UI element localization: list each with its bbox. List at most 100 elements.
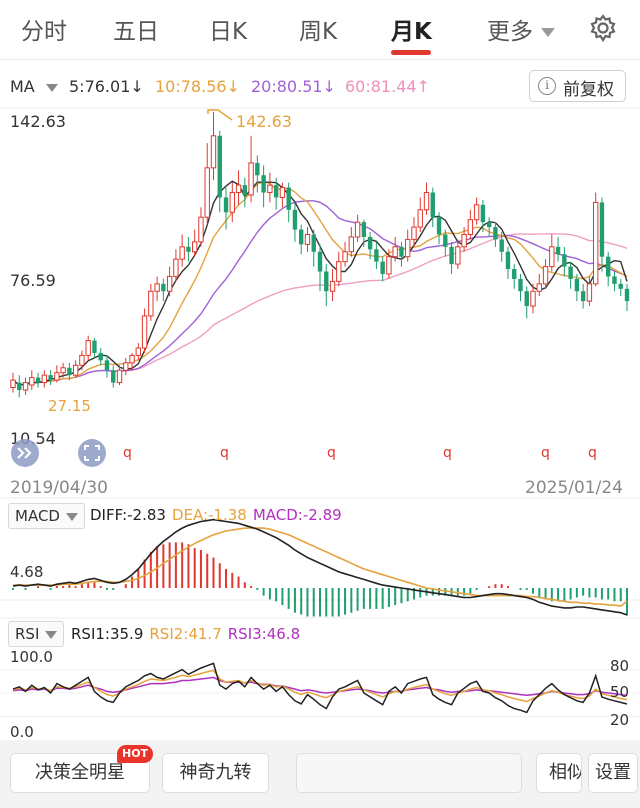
fullscreen-icon xyxy=(84,445,100,461)
candle-body xyxy=(542,266,549,285)
candle-body xyxy=(17,382,22,390)
candle-body xyxy=(186,246,191,252)
rsi2-line xyxy=(12,669,628,703)
rsi3-value: RSI3:46.8 xyxy=(227,625,301,643)
candle-body xyxy=(612,276,617,284)
settings-button[interactable]: 设置 xyxy=(588,753,638,793)
candle-body xyxy=(79,354,85,366)
candle-body xyxy=(430,192,435,218)
candle-body xyxy=(204,167,210,218)
candle-body xyxy=(417,209,423,228)
candle-body xyxy=(48,375,53,381)
ma-indicator-label[interactable]: MA xyxy=(10,77,35,96)
chevron-down-icon xyxy=(45,630,58,639)
candle-body xyxy=(443,234,448,247)
candle-body xyxy=(267,184,273,194)
candle-body xyxy=(461,233,467,248)
candle-body xyxy=(22,382,29,391)
macd-values: DIFF:-2.83 DEA:-1.38 MACD:-2.89 xyxy=(90,506,348,524)
low-annotation: 27.15 xyxy=(48,397,91,415)
info-icon: i xyxy=(538,77,556,95)
candle-body xyxy=(574,278,580,292)
candle-body xyxy=(179,246,185,260)
rsi-indicator-label: RSI xyxy=(15,625,40,643)
rsi-indicator-selector[interactable]: RSI xyxy=(8,621,65,647)
tab-daily-k[interactable]: 日K xyxy=(209,19,248,45)
expand-left-button[interactable] xyxy=(11,439,39,467)
candle-body xyxy=(592,201,599,285)
candle-body xyxy=(229,192,235,213)
ma20-value: 20:80.51↓ xyxy=(251,77,336,96)
q-marker[interactable]: q xyxy=(443,445,452,461)
q-marker[interactable]: q xyxy=(123,445,132,461)
similar-k-button[interactable]: 相似K线 xyxy=(536,753,582,793)
ma60-value: 60:81.44↑ xyxy=(345,77,430,96)
start-date-label: 2019/04/30 xyxy=(10,478,108,498)
candle-body xyxy=(562,254,567,267)
candle-body xyxy=(242,185,248,195)
macd-dea-value: DEA:-1.38 xyxy=(171,506,247,524)
tab-intraday[interactable]: 分时 xyxy=(21,19,67,45)
tab-weekly-k[interactable]: 周K xyxy=(299,19,338,45)
rsi-level-20: 20 xyxy=(610,711,629,729)
candle-body xyxy=(536,283,542,292)
rsi-axis-max: 100.0 xyxy=(10,648,53,666)
ma-chevron-down-icon[interactable] xyxy=(46,84,58,92)
fullscreen-button[interactable] xyxy=(78,439,106,467)
candle-body xyxy=(436,217,442,235)
candle-body xyxy=(279,187,286,198)
candle-body xyxy=(354,221,361,238)
candle-body xyxy=(324,271,329,292)
blank-button[interactable] xyxy=(296,753,522,793)
candle-body xyxy=(166,275,173,292)
kline-chart[interactable]: 142.63 76.59 10.54 142.63 27.15 q q q q … xyxy=(0,100,640,740)
macd-axis-label: 4.68 xyxy=(10,563,43,581)
q-marker[interactable]: q xyxy=(541,445,550,461)
candle-body xyxy=(361,222,367,237)
candle-body xyxy=(41,374,48,384)
candle-body xyxy=(173,258,179,277)
candle-body xyxy=(10,379,16,389)
tab-monthly-k[interactable]: 月K xyxy=(391,19,432,45)
rsi2-value: RSI2:41.7 xyxy=(149,625,222,643)
candle-body xyxy=(98,352,103,361)
candle-body xyxy=(35,377,41,383)
candle-body xyxy=(85,340,91,356)
candle-body xyxy=(217,135,222,198)
gear-icon[interactable] xyxy=(588,13,618,43)
candle-body xyxy=(286,187,291,210)
candle-body xyxy=(473,204,480,221)
candle-body xyxy=(367,236,373,250)
tab-five-day[interactable]: 五日 xyxy=(113,19,159,45)
candle-body xyxy=(392,246,398,258)
candle-body xyxy=(198,216,204,243)
macd-indicator-selector[interactable]: MACD xyxy=(8,503,85,529)
tab-more[interactable]: 更多 xyxy=(487,12,555,46)
candle-body xyxy=(348,236,355,253)
candle-body xyxy=(141,315,148,349)
candle-body xyxy=(512,269,517,279)
macd-diff-line xyxy=(12,518,628,616)
candle-body xyxy=(210,135,217,169)
candle-body xyxy=(411,226,417,240)
candle-body xyxy=(480,204,486,223)
candle-body xyxy=(135,347,141,356)
ma-legend-row: MA 5:76.01↓ 10:78.56↓ 20:80.51↓ 60:81.44… xyxy=(0,72,640,102)
candle-body xyxy=(399,246,404,257)
candle-body xyxy=(29,377,35,386)
q-marker[interactable]: q xyxy=(588,445,597,461)
candle-body xyxy=(386,256,392,275)
rsi-level-80: 80 xyxy=(610,657,629,675)
candle-body xyxy=(505,251,511,270)
adjust-mode-button[interactable]: i 前复权 xyxy=(529,70,626,102)
q-marker[interactable]: q xyxy=(220,445,229,461)
candle-body xyxy=(374,249,379,262)
candle-body xyxy=(129,354,135,364)
q-marker[interactable]: q xyxy=(327,445,336,461)
magic-nine-button[interactable]: 神奇九转 xyxy=(162,753,269,793)
tab-more-label: 更多 xyxy=(487,19,533,45)
candle-body xyxy=(486,222,492,228)
macd-indicator-label: MACD xyxy=(15,507,60,525)
candle-body xyxy=(336,261,342,282)
macd-diff-value: DIFF:-2.83 xyxy=(90,506,166,524)
